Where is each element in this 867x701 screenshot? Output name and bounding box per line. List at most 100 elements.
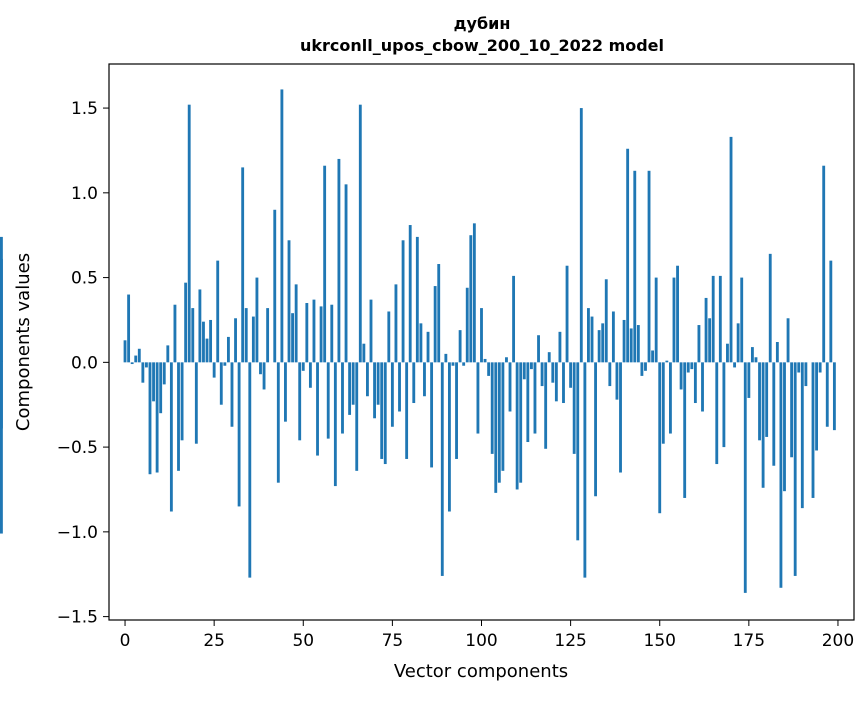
bar-component-94 xyxy=(459,330,462,362)
bar-component-21 xyxy=(198,289,201,362)
bar-component-165 xyxy=(712,276,715,362)
bar-component-24 xyxy=(209,320,212,362)
bar-component-135 xyxy=(605,279,608,362)
x-tick-label-150: 150 xyxy=(644,631,676,651)
bar-component-121 xyxy=(555,362,558,401)
bar-component-49 xyxy=(298,362,301,440)
bar-component-93 xyxy=(455,362,458,459)
bar-component-58 xyxy=(330,305,333,363)
bar-component-180 xyxy=(765,362,768,437)
bar-component-102 xyxy=(487,362,490,376)
bar-component-90 xyxy=(444,354,447,362)
bar-component-139 xyxy=(619,362,622,472)
bar-component-72 xyxy=(380,362,383,459)
bar-component-23 xyxy=(206,339,209,363)
bar-component-18 xyxy=(188,105,191,363)
bar-component-7 xyxy=(149,362,152,474)
bar-component-10 xyxy=(159,362,162,413)
bar-component-37 xyxy=(256,278,259,363)
bar-component-174 xyxy=(744,362,747,593)
bar-component-147 xyxy=(648,171,651,363)
bar-component-177 xyxy=(755,357,758,362)
chart-title-line-2: ukrconll_upos_cbow_200_10_2022 model xyxy=(300,36,664,55)
bar-component-134 xyxy=(601,323,604,362)
bar-component-69 xyxy=(370,300,373,363)
bar-component-60 xyxy=(337,159,340,362)
bar-component-144 xyxy=(637,325,640,362)
bar-component-149 xyxy=(655,278,658,363)
bar-component-111 xyxy=(519,362,522,482)
bar-component-115 xyxy=(534,362,537,433)
bar-component-169 xyxy=(726,344,729,363)
bar-component-82 xyxy=(416,237,419,362)
bar-component-55 xyxy=(320,306,323,362)
bar-component-120 xyxy=(551,362,554,382)
bar-component-161 xyxy=(698,325,701,362)
bar-component-62 xyxy=(345,184,348,362)
bar-component-199 xyxy=(833,362,836,430)
bar-component-22 xyxy=(202,322,205,363)
bar-component-53 xyxy=(313,300,316,363)
bar-component-81 xyxy=(412,362,415,403)
bar-component-39 xyxy=(263,362,266,389)
bar-component-160 xyxy=(694,362,697,403)
bar-component-194 xyxy=(815,362,818,450)
bar-component-57 xyxy=(327,362,330,438)
bar-component-123 xyxy=(562,362,565,403)
bar-component-138 xyxy=(616,362,619,399)
bar-component-145 xyxy=(640,362,643,376)
bar-component-182 xyxy=(772,362,775,465)
bar-component-75 xyxy=(391,362,394,426)
bar-component-97 xyxy=(469,235,472,362)
y-tick-label-1: −1.0 xyxy=(57,523,98,543)
bar-component-4 xyxy=(138,349,141,363)
bar-component-85 xyxy=(427,332,430,363)
bar-component-45 xyxy=(284,362,287,421)
bar-component-80 xyxy=(409,225,412,362)
bar-component-14 xyxy=(174,305,177,363)
bar-component-1 xyxy=(127,295,130,363)
x-tick-label-75: 75 xyxy=(382,631,404,651)
bar-component-2 xyxy=(131,362,134,364)
y-tick-label-3: 0.0 xyxy=(71,353,98,373)
bar-component-5 xyxy=(141,362,144,382)
bar-component-91 xyxy=(448,362,451,511)
bar-component-47 xyxy=(291,313,294,362)
bar-component-59 xyxy=(334,362,337,486)
bar-component-71 xyxy=(377,362,380,404)
bar-component-34 xyxy=(245,308,248,362)
bar-component-29 xyxy=(227,337,230,362)
bar-component-51 xyxy=(305,303,308,362)
bar-component-116 xyxy=(537,335,540,362)
bar-component-191 xyxy=(804,362,807,386)
bar-component-108 xyxy=(509,362,512,411)
bar-component-127 xyxy=(576,362,579,540)
bar-component-73 xyxy=(384,362,387,464)
bar-component-137 xyxy=(612,311,615,362)
y-tick-label-0: −1.5 xyxy=(57,608,98,628)
bar-component-122 xyxy=(559,332,562,363)
bar-component-79 xyxy=(405,362,408,459)
x-tick-label-0: 0 xyxy=(120,631,131,651)
bar-component-52 xyxy=(309,362,312,387)
bar-component-32 xyxy=(238,362,241,506)
bar-component-46 xyxy=(288,240,291,362)
bar-component-98 xyxy=(473,223,476,362)
bar-component-153 xyxy=(669,362,672,433)
bar-component-184 xyxy=(780,362,783,587)
bar-component-128 xyxy=(580,108,583,362)
bar-component-107 xyxy=(505,357,508,362)
x-tick-label-100: 100 xyxy=(465,631,497,651)
bar-component-176 xyxy=(751,347,754,362)
bar-component-141 xyxy=(626,149,629,363)
bar-component-171 xyxy=(733,362,736,367)
bar-component-181 xyxy=(769,254,772,362)
bar-component-129 xyxy=(583,362,586,577)
bar-component-142 xyxy=(630,328,633,362)
x-axis-label: Vector components xyxy=(394,661,568,682)
bar-component-3 xyxy=(134,356,137,363)
bar-component-114 xyxy=(530,362,533,369)
bar-component-150 xyxy=(658,362,661,513)
bar-component-158 xyxy=(687,362,690,372)
